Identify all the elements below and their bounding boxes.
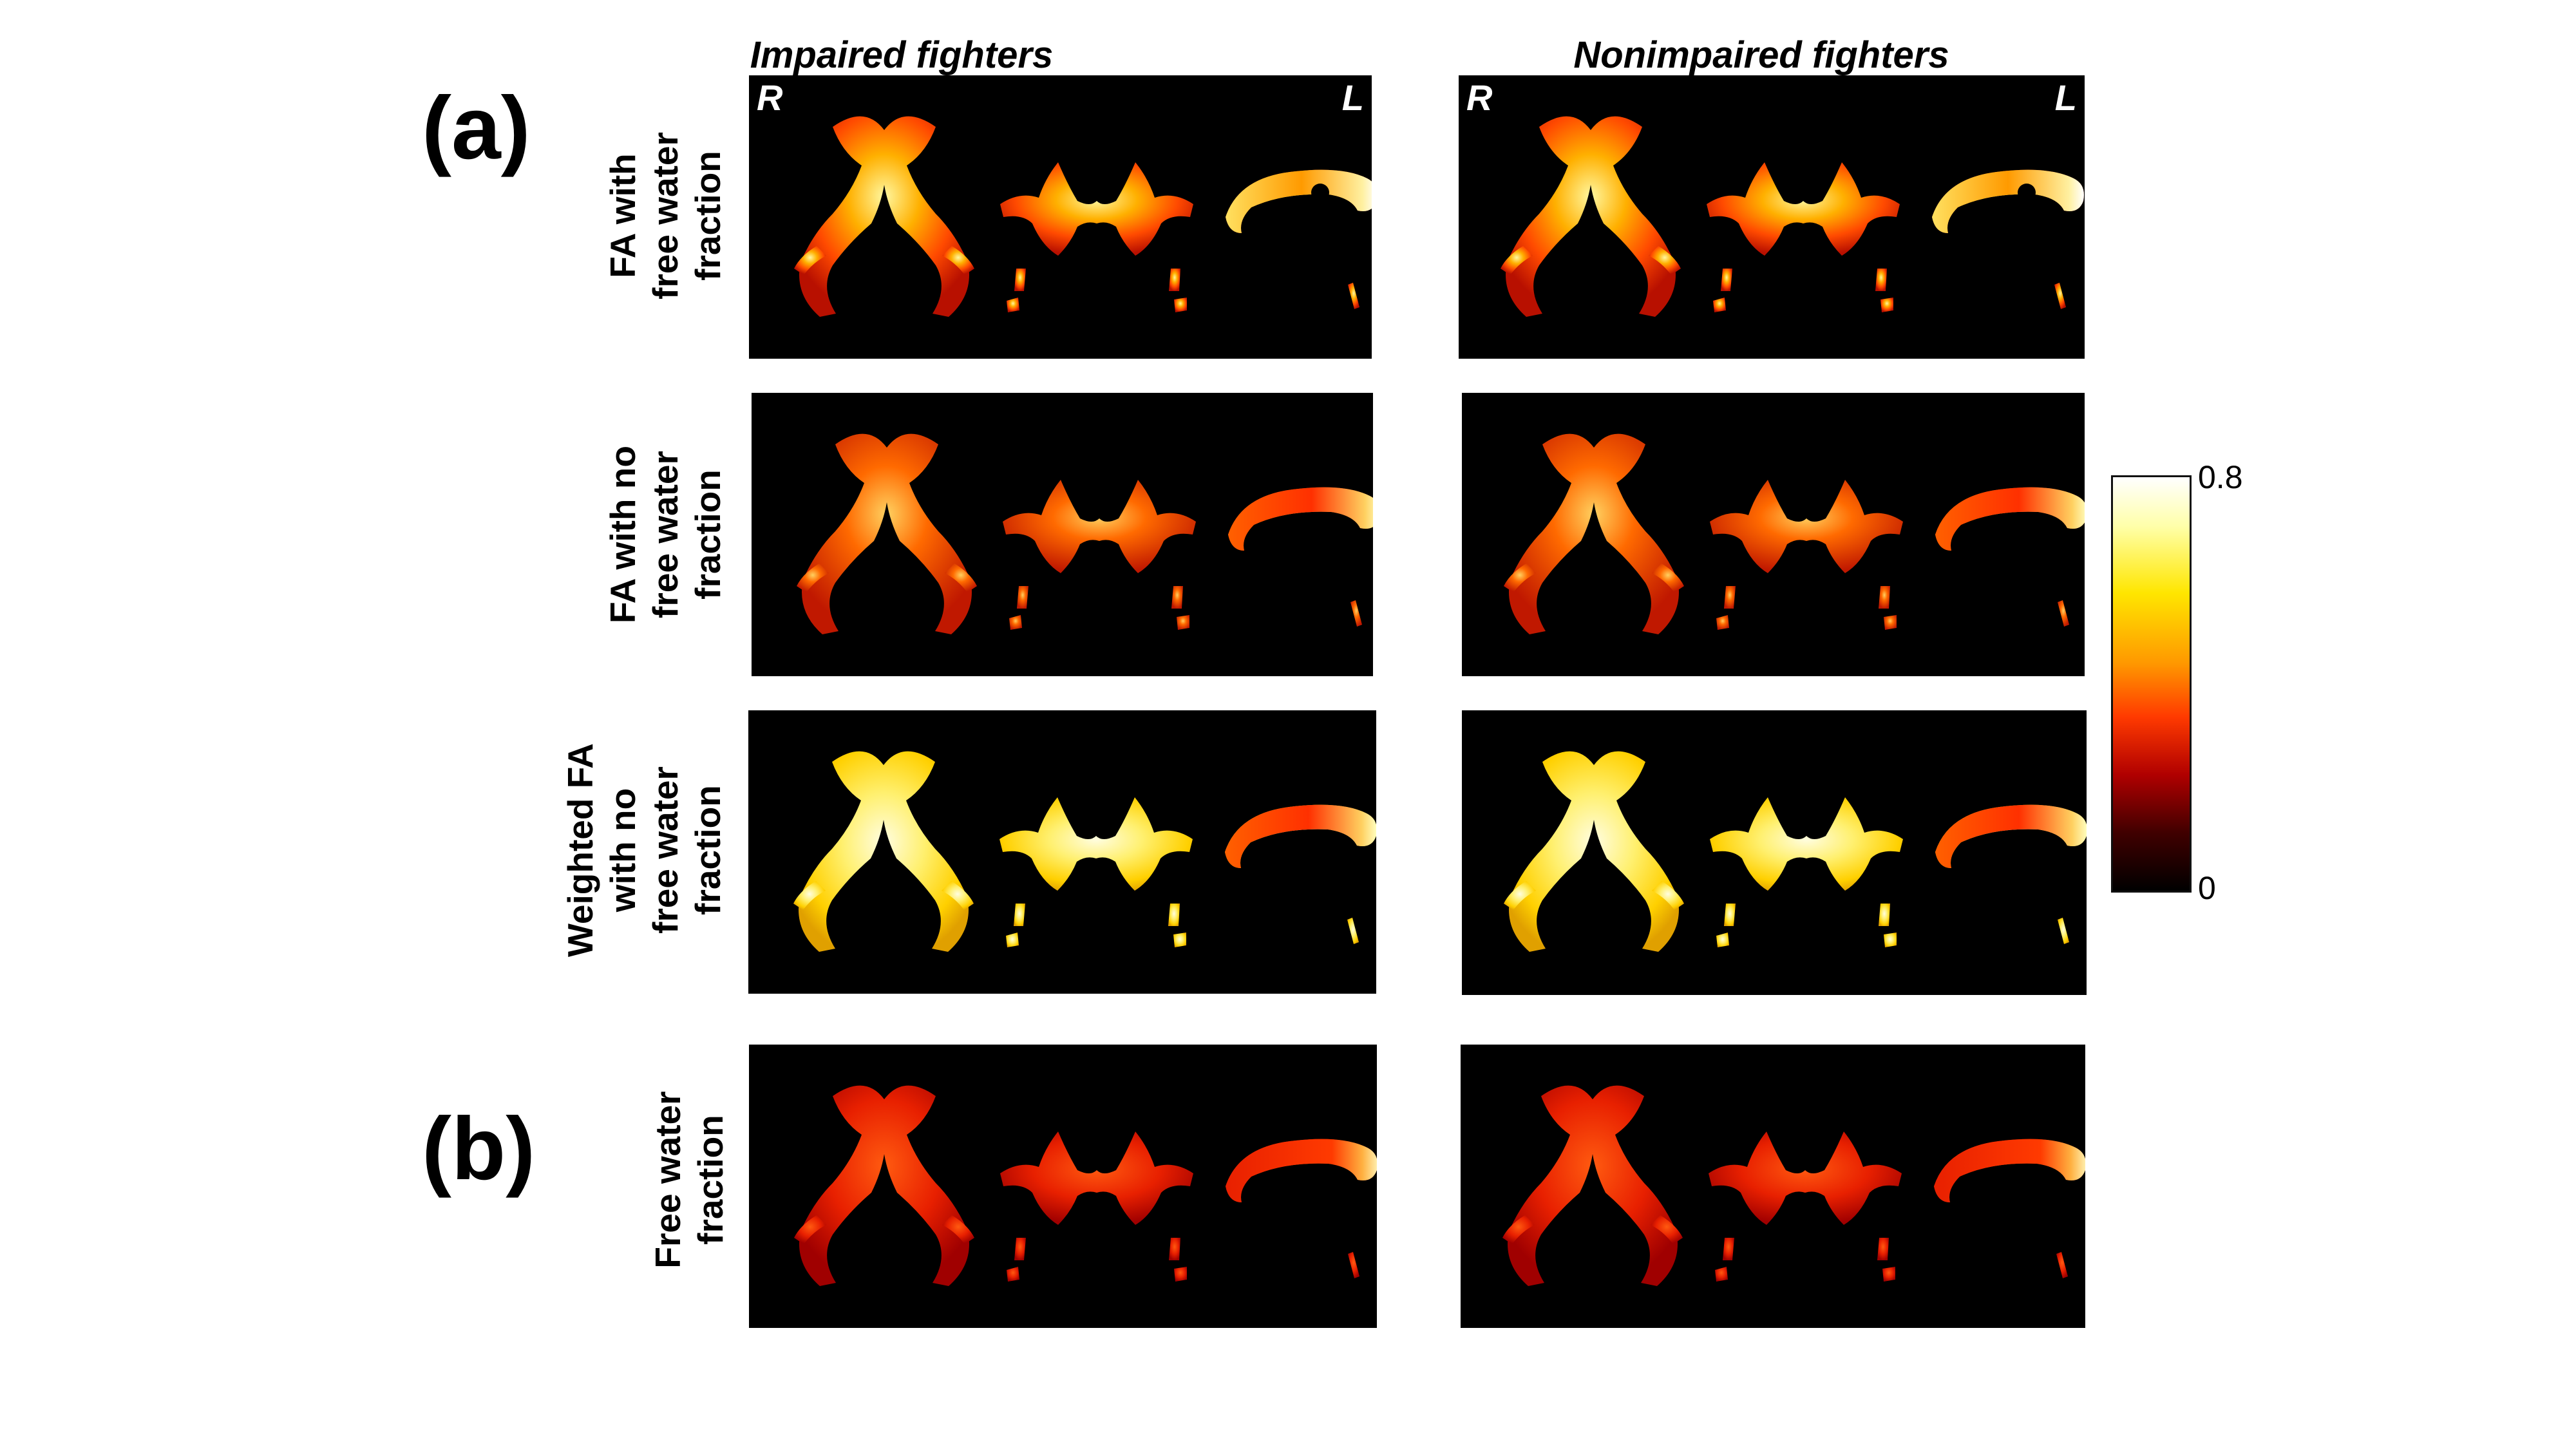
row-label-line: fraction bbox=[688, 151, 728, 281]
panel-label-b: (b) bbox=[422, 1099, 536, 1198]
row-label-line: Free water bbox=[648, 1091, 688, 1269]
brain-panel-nonimpaired-fa-no-fw bbox=[1462, 393, 2085, 676]
brain-panel-nonimpaired-fa-with-fw: R L bbox=[1459, 75, 2085, 359]
brain-image bbox=[794, 116, 1372, 317]
brain-panel-impaired-fa-with-fw: R L bbox=[749, 75, 1372, 359]
row-label-line: FA with bbox=[603, 153, 643, 278]
brain-panel-nonimpaired-weighted-fa bbox=[1462, 710, 2087, 995]
row-label-line: free water bbox=[645, 766, 685, 934]
brain-panel-impaired-weighted-fa bbox=[748, 710, 1376, 994]
panel-label-a: (a) bbox=[422, 79, 531, 178]
orientation-right: R bbox=[1466, 77, 1493, 118]
row-label-line: free water bbox=[645, 132, 685, 299]
orientation-right: R bbox=[757, 77, 783, 118]
brain-image bbox=[1504, 433, 2085, 634]
row-label-line: fraction bbox=[690, 1115, 730, 1245]
row-label-line: FA with no bbox=[603, 446, 643, 623]
brain-image bbox=[1501, 116, 2084, 317]
orientation-left: L bbox=[1341, 77, 1364, 118]
row-label-line: with no bbox=[603, 788, 643, 913]
brain-panel-impaired-fa-no-fw bbox=[752, 393, 1373, 676]
colorbar bbox=[2111, 475, 2192, 893]
colorbar-min-label: 0 bbox=[2198, 870, 2216, 906]
column-header-impaired: Impaired fighters bbox=[750, 34, 1054, 76]
brain-image bbox=[797, 433, 1373, 634]
row-label-line: fraction bbox=[688, 785, 728, 915]
brain-image bbox=[1504, 751, 2087, 952]
brain-panel-impaired-free-water bbox=[749, 1045, 1377, 1328]
row-label-line: free water bbox=[645, 451, 685, 618]
column-header-nonimpaired: Nonimpaired fighters bbox=[1573, 34, 1949, 76]
orientation-left: L bbox=[2054, 77, 2077, 118]
colorbar-max-label: 0.8 bbox=[2198, 459, 2243, 495]
row-label-line: Weighted FA bbox=[560, 743, 600, 958]
brain-image bbox=[794, 1085, 1377, 1286]
brain-image bbox=[793, 751, 1376, 952]
row-label-line: fraction bbox=[688, 469, 728, 600]
brain-panel-nonimpaired-free-water bbox=[1461, 1045, 2085, 1328]
brain-image bbox=[1502, 1085, 2085, 1286]
